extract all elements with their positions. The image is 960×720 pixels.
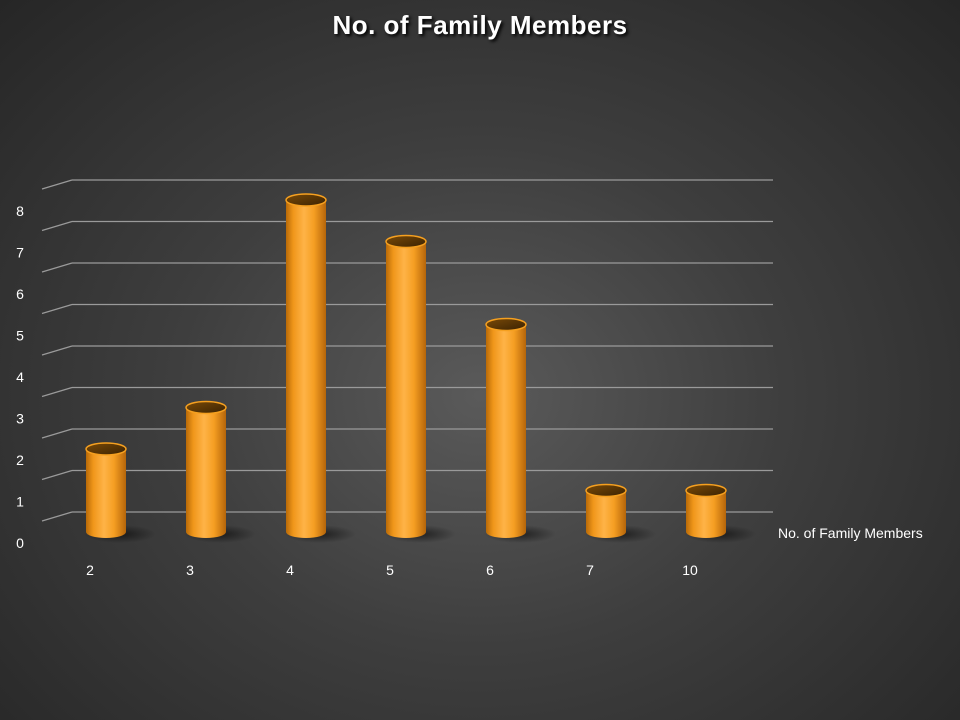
x-tick-label: 4: [286, 562, 294, 578]
bar-top: [285, 193, 327, 207]
bar-body: [286, 200, 326, 538]
x-tick-label: 2: [86, 562, 94, 578]
gridline-side: [41, 262, 73, 273]
gridline-side: [41, 303, 73, 315]
gridline-side: [41, 469, 73, 481]
y-tick-label: 5: [16, 328, 24, 344]
x-tick-label: 3: [186, 562, 194, 578]
bar: [584, 483, 656, 543]
y-tick-label: 8: [16, 203, 24, 219]
y-tick-label: 2: [16, 452, 24, 468]
gridline-side: [41, 386, 73, 398]
bar-body: [586, 490, 626, 538]
x-tick-label: 10: [682, 562, 698, 578]
gridline-side: [41, 511, 73, 522]
bar-top: [685, 483, 727, 498]
x-tick-label: 5: [386, 562, 394, 578]
y-tick-label: 0: [16, 535, 24, 551]
bar: [84, 442, 156, 543]
gridline-side: [41, 220, 73, 232]
x-tick-label: 6: [486, 562, 494, 578]
bar-body: [86, 449, 126, 538]
bar-body: [386, 241, 426, 538]
y-tick-label: 4: [16, 369, 24, 385]
bar: [284, 193, 356, 543]
chart-title: No. of Family Members: [332, 10, 628, 40]
bar: [384, 234, 456, 543]
y-tick-label: 7: [16, 245, 24, 261]
bar-top: [85, 442, 127, 456]
gridline-side: [41, 428, 73, 439]
gridline-side: [41, 345, 73, 356]
y-tick-label: 1: [16, 494, 24, 510]
bar-body: [686, 490, 726, 538]
bar-top: [485, 317, 527, 332]
bar: [184, 400, 256, 543]
gridline-side: [41, 179, 73, 190]
x-tick-label: 7: [586, 562, 594, 578]
x-axis-title: No. of Family Members: [778, 525, 923, 541]
bar: [684, 483, 756, 543]
bar-top: [585, 483, 627, 498]
bar: [484, 317, 556, 543]
y-tick-label: 3: [16, 411, 24, 427]
y-tick-label: 6: [16, 286, 24, 302]
bar-body: [186, 407, 226, 538]
bar-top: [385, 234, 427, 249]
bar-top: [185, 400, 227, 415]
bar-body: [486, 324, 526, 538]
